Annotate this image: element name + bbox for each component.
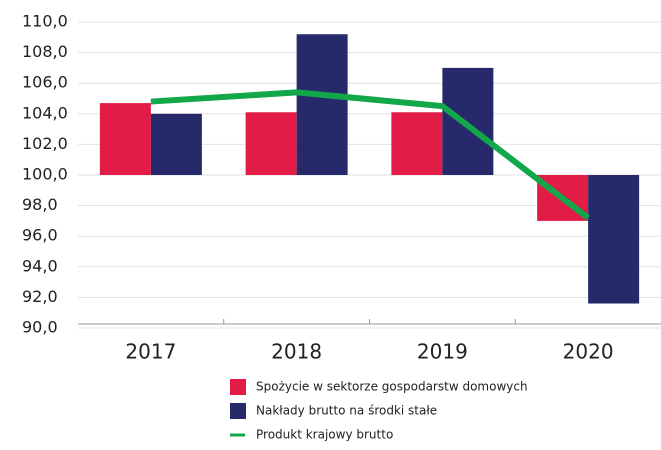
bar [442, 67, 494, 175]
legend-label: Spożycie w sektorze gospodarstw domowych [256, 380, 528, 394]
y-tick-label: 90,0 [22, 318, 58, 337]
line [150, 89, 590, 221]
bar [296, 34, 348, 175]
y-tick-label: 94,0 [22, 256, 58, 275]
x-tick-label: 2020 [563, 340, 614, 364]
y-tick-label: 106,0 [22, 73, 68, 92]
y-tick-label: 92,0 [22, 287, 58, 306]
x-tick-label: 2018 [271, 340, 322, 364]
legend-swatch [230, 379, 246, 395]
bar [150, 113, 202, 175]
bar [99, 103, 151, 175]
legend-label: Produkt krajowy brutto [256, 428, 393, 442]
y-tick-label: 104,0 [22, 103, 68, 122]
y-tick-label: 102,0 [22, 134, 68, 153]
y-tick-label: 98,0 [22, 195, 58, 214]
legend-swatch [230, 403, 246, 419]
y-tick-label: 110,0 [22, 12, 68, 31]
bar [588, 175, 640, 304]
bar [391, 112, 443, 175]
x-tick-label: 2019 [417, 340, 468, 364]
x-tick-label: 2017 [125, 340, 176, 364]
y-tick-label: 96,0 [22, 226, 58, 245]
y-tick-label: 108,0 [22, 42, 68, 61]
y-tick-label: 100,0 [22, 165, 68, 184]
legend-label: Nakłady brutto na środki stałe [256, 404, 437, 418]
bar [245, 112, 297, 175]
